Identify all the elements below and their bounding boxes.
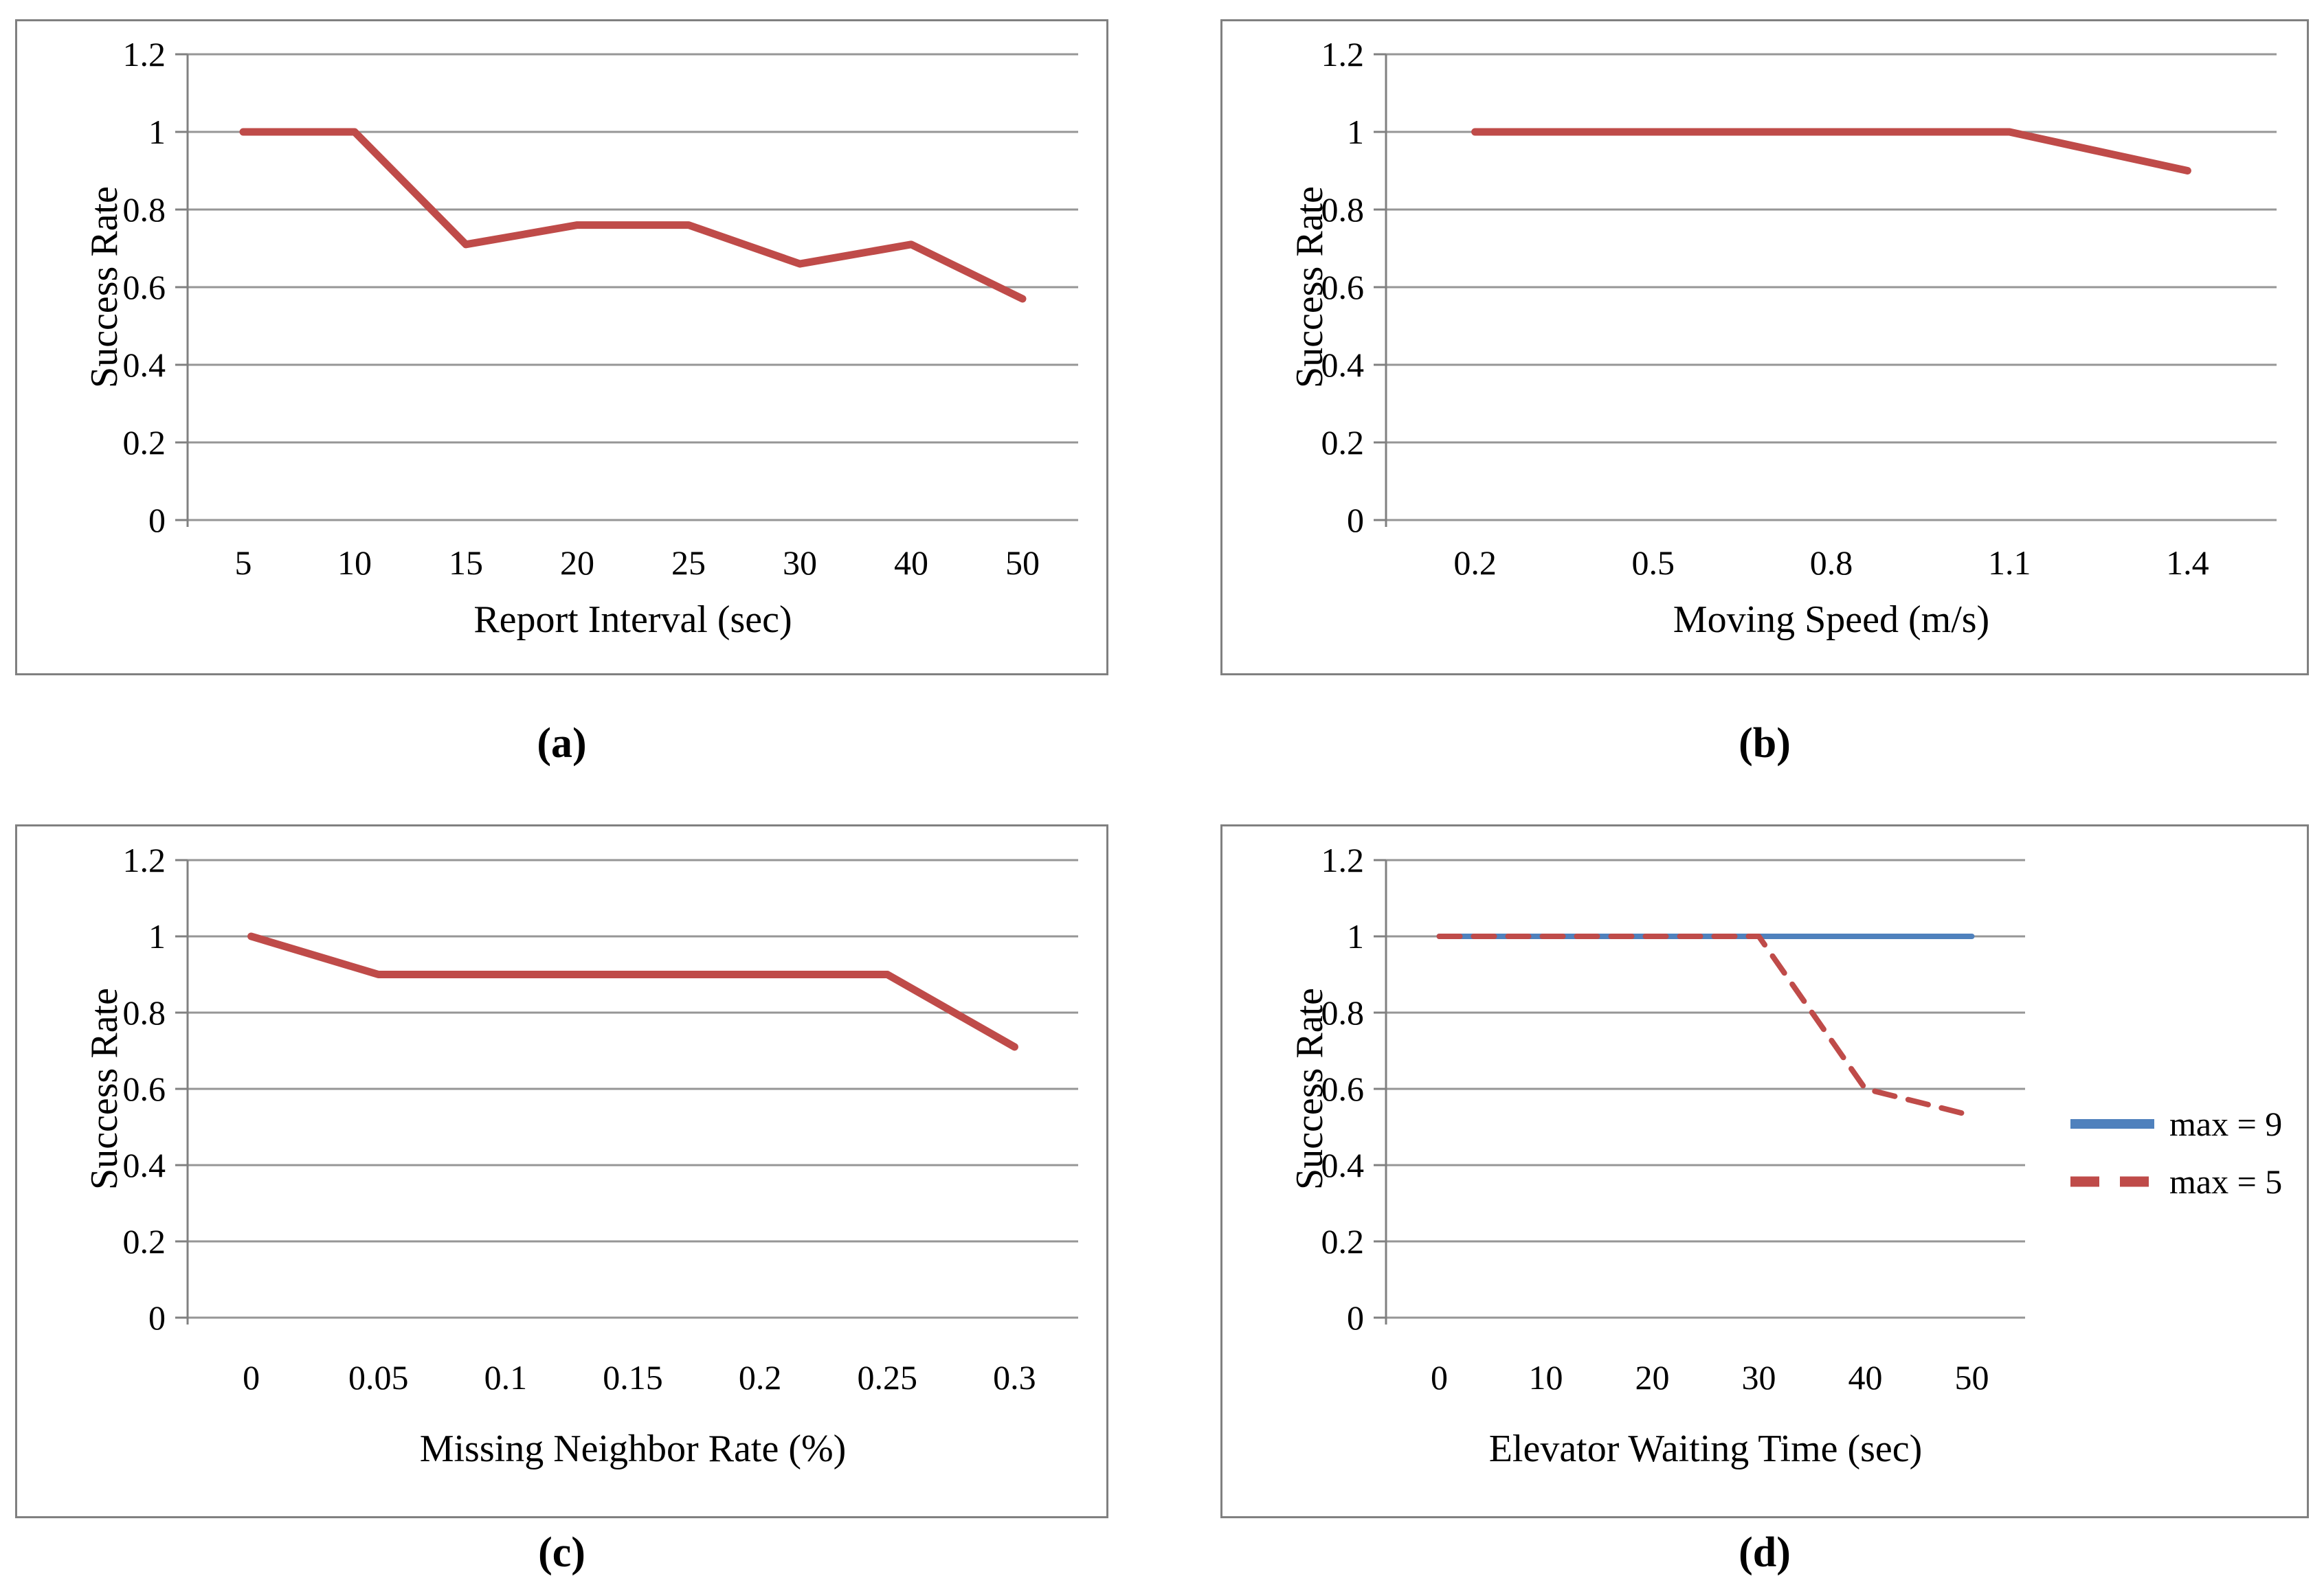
y-tick-label: 0.4	[1321, 1146, 1365, 1184]
y-tick-label: 1	[1347, 917, 1364, 956]
x-tick-label: 20	[1635, 1358, 1670, 1397]
x-tick-label: 50	[1005, 543, 1040, 582]
series-line-dashed	[1436, 934, 1975, 1118]
series-line	[247, 932, 1018, 1051]
x-axis-title: Elevator Waiting Time (sec)	[1489, 1428, 1923, 1470]
y-tick-label: 1	[1347, 113, 1364, 151]
x-tick-label: 5	[235, 543, 252, 582]
x-tick-label: 0.25	[858, 1358, 918, 1397]
x-tick-label: 30	[783, 543, 817, 582]
y-tick-label: 0.2	[1321, 423, 1365, 462]
x-tick-label: 10	[1529, 1358, 1563, 1397]
y-tick-label: 0.6	[123, 268, 166, 306]
y-axis-title: Success Rate	[83, 988, 126, 1190]
chart-panel-a: 0 0.2 0.4 0.6 0.8 1 1.2 5 10 15 20 25 30 40 50 Report I…	[15, 19, 1108, 675]
x-tick-label: 40	[894, 543, 928, 582]
x-tick-label: 0	[243, 1358, 260, 1397]
legend-label: max = 9	[2169, 1105, 2282, 1143]
legend-label: max = 5	[2169, 1162, 2282, 1201]
y-tick-label: 0	[1347, 1298, 1364, 1337]
y-tick-label: 0	[148, 501, 166, 539]
y-axis-title: Success Rate	[83, 186, 126, 388]
x-axis-title: Report Interval (sec)	[473, 598, 792, 641]
series-line	[1471, 128, 2191, 174]
x-tick-label: 0.8	[1810, 543, 1853, 582]
x-tick-label: 0.05	[348, 1358, 409, 1397]
y-axis-title: Success Rate	[1288, 988, 1331, 1190]
chart-b-canvas: 0 0.2 0.4 0.6 0.8 1 1.2 0.2 0.5 0.8 1.1 1.4 Moving S…	[1288, 35, 2277, 641]
x-tick-label: 20	[560, 543, 594, 582]
y-tick-label: 0.2	[1321, 1222, 1365, 1261]
x-tick-label: 25	[671, 543, 706, 582]
x-tick-label: 0.1	[484, 1358, 528, 1397]
chart-a-canvas: 0 0.2 0.4 0.6 0.8 1 1.2 5 10 15 20 25 30 40 50 Report I…	[83, 35, 1078, 641]
y-tick-label: 1	[148, 917, 166, 956]
x-tick-label: 15	[449, 543, 483, 582]
x-tick-label: 10	[337, 543, 372, 582]
y-tick-label: 1.2	[1321, 841, 1365, 879]
x-tick-label: 0.2	[739, 1358, 782, 1397]
y-tick-label: 1	[148, 113, 166, 151]
chart-panel-b: 0 0.2 0.4 0.6 0.8 1 1.2 0.2 0.5 0.8 1.1 1.4 Moving S…	[1220, 19, 2309, 675]
caption-b: (b)	[1739, 720, 1791, 767]
y-tick-label: 0.2	[123, 423, 166, 462]
chart-d-canvas: 0 0.2 0.4 0.6 0.8 1 1.2 0 10 20 30 40 50 Elevator Wai…	[1288, 841, 2282, 1470]
y-tick-label: 0.4	[123, 1146, 166, 1184]
y-tick-label: 1.2	[123, 35, 166, 74]
x-tick-label: 40	[1848, 1358, 1883, 1397]
x-tick-label: 30	[1742, 1358, 1776, 1397]
x-tick-label: 0.15	[603, 1358, 663, 1397]
x-tick-label: 1.1	[1988, 543, 2031, 582]
y-tick-label: 0.8	[123, 190, 166, 229]
series-line	[239, 128, 1027, 303]
x-axis-title: Moving Speed (m/s)	[1673, 598, 1989, 641]
x-axis-title: Missing Neighbor Rate (%)	[420, 1428, 847, 1470]
chart-panel-c: 0 0.2 0.4 0.6 0.8 1 1.2 0 0.05 0.1 0.15 0.2 0.25 0.3 M…	[15, 824, 1108, 1518]
caption-a: (a)	[537, 720, 587, 767]
y-tick-label: 0	[148, 1298, 166, 1337]
y-tick-label: 0.4	[123, 346, 166, 384]
y-tick-label: 0.8	[1321, 190, 1365, 229]
x-tick-label: 1.4	[2166, 543, 2209, 582]
y-axis-title: Success Rate	[1288, 186, 1331, 388]
y-tick-label: 0.8	[1321, 993, 1365, 1032]
y-tick-label: 0	[1347, 501, 1364, 539]
x-tick-label: 0.2	[1453, 543, 1497, 582]
y-tick-label: 0.8	[123, 993, 166, 1032]
caption-c: (c)	[538, 1529, 585, 1576]
chart-panel-d: 0 0.2 0.4 0.6 0.8 1 1.2 0 10 20 30 40 50 Elevator Wai…	[1220, 824, 2309, 1518]
x-tick-label: 50	[1955, 1358, 1989, 1397]
x-tick-label: 0	[1431, 1358, 1448, 1397]
y-tick-label: 0.6	[1321, 268, 1365, 306]
y-tick-label: 1.2	[1321, 35, 1365, 74]
y-tick-label: 0.2	[123, 1222, 166, 1261]
x-tick-label: 0.3	[993, 1358, 1036, 1397]
caption-d: (d)	[1739, 1529, 1791, 1576]
y-tick-label: 0.6	[123, 1070, 166, 1108]
y-tick-label: 0.6	[1321, 1070, 1365, 1108]
chart-c-canvas: 0 0.2 0.4 0.6 0.8 1 1.2 0 0.05 0.1 0.15 0.2 0.25 0.3 M…	[83, 841, 1078, 1470]
y-tick-label: 0.4	[1321, 346, 1365, 384]
x-tick-label: 0.5	[1632, 543, 1675, 582]
y-tick-label: 1.2	[123, 841, 166, 879]
